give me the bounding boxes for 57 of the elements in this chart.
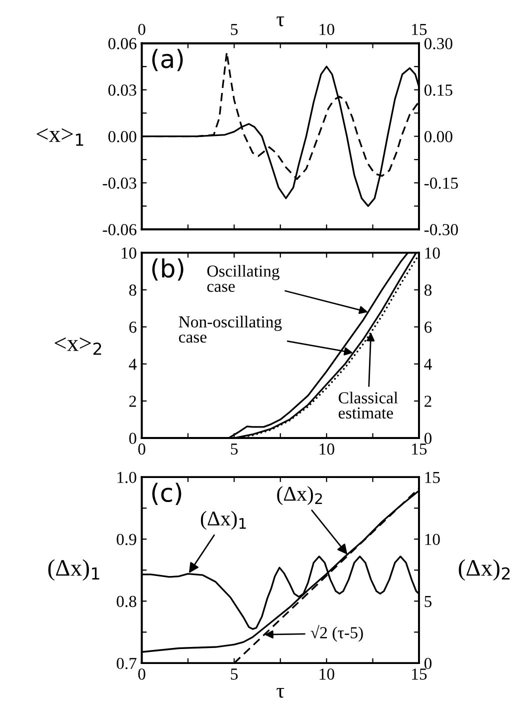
x-tick-label: 10 [320, 24, 334, 36]
annotation: (Δx)$_{2}$ [277, 486, 322, 506]
y-tick-label: 0.9 [116, 534, 136, 546]
y-tick-label: 0.7 [116, 658, 136, 670]
y2-tick-label: -0.15 [424, 178, 458, 189]
y-tick-label: 0.06 [108, 38, 136, 50]
y2-tick-label: 0.15 [424, 84, 452, 96]
x-tick-label: 15 [412, 668, 427, 680]
x-tick-label: 10 [320, 668, 334, 680]
y-tick-label: 10 [122, 247, 136, 259]
y2-tick-label: 0 [424, 658, 432, 670]
annotation: (Δx)$_{1}$ [200, 510, 246, 530]
x-axis-title: τ [276, 688, 284, 698]
y-axis-title: <x>$_{2}$ [54, 337, 102, 355]
y-tick-label: 0.8 [116, 596, 136, 608]
y2-tick-label: 10 [425, 247, 440, 259]
annotation: Oscillating case [207, 264, 280, 292]
annotation: Non-oscillating case [178, 316, 282, 343]
y2-tick-label: 4 [424, 358, 432, 370]
x-tick-label: 5 [230, 444, 238, 455]
x-axis-title: τ [276, 16, 284, 26]
annotation: (c) [152, 482, 182, 505]
y2-tick-label: 15 [425, 472, 440, 484]
y2-tick-label: 10 [425, 534, 440, 546]
y2-tick-label: 6 [424, 322, 432, 333]
y2-tick-label: 8 [424, 284, 432, 296]
y-tick-label: 8 [129, 284, 136, 296]
x-tick-label: 15 [412, 24, 427, 36]
y2-tick-label: -0.30 [424, 224, 458, 236]
y-tick-label: 2 [129, 396, 136, 407]
x-tick-label: 5 [230, 668, 238, 680]
annotation: (a) [152, 48, 183, 72]
y-tick-label: 6 [129, 322, 136, 333]
y-tick-label: 0.00 [108, 131, 136, 142]
annotation: (b) [152, 258, 184, 281]
x-tick-label: 0 [138, 668, 146, 680]
x-tick-label: 5 [230, 24, 238, 36]
y2-tick-label: 0.00 [424, 131, 452, 142]
y-axis-title: (Δx)$_{1}$ [48, 559, 100, 581]
x-tick-label: 0 [138, 443, 146, 455]
y-tick-label: 0 [129, 432, 136, 444]
y2-tick-label: 5 [424, 596, 432, 608]
x-tick-label: 0 [138, 24, 146, 36]
y2-tick-label: 0 [424, 432, 432, 444]
annotation: Classical estimate [338, 392, 398, 419]
y2-tick-label: 2 [424, 396, 432, 407]
y-tick-label: 4 [128, 358, 137, 370]
y-tick-label: -0.03 [102, 178, 136, 189]
y2-axis-title: (Δx)$_{2}$ [458, 559, 510, 581]
y-tick-label: -0.06 [102, 224, 136, 236]
annotation: √2 (τ-5) [310, 625, 363, 642]
y2-tick-label: 0.30 [424, 38, 452, 50]
x-tick-label: 15 [412, 443, 427, 455]
y-tick-label: 1.0 [118, 472, 136, 484]
x-tick-label: 10 [320, 443, 334, 455]
y-tick-label: 0.03 [108, 84, 136, 96]
y-axis-title: <x>$_{1}$ [36, 128, 84, 146]
